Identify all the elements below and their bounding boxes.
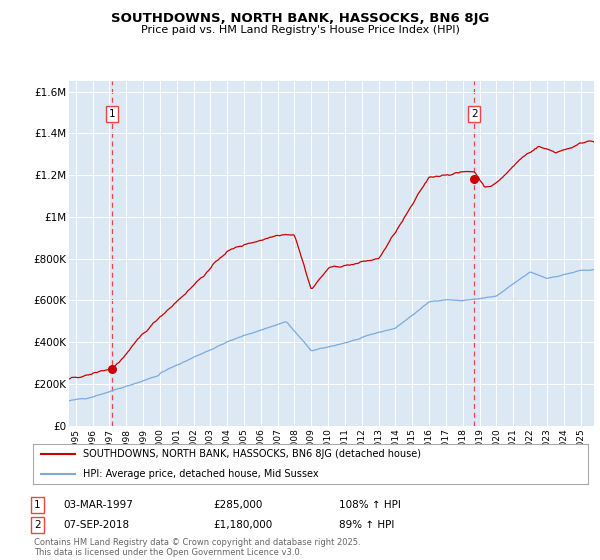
Text: HPI: Average price, detached house, Mid Sussex: HPI: Average price, detached house, Mid … [83,469,319,479]
Text: 2: 2 [471,109,478,119]
Text: 108% ↑ HPI: 108% ↑ HPI [339,500,401,510]
Text: £285,000: £285,000 [213,500,262,510]
Text: Contains HM Land Registry data © Crown copyright and database right 2025.
This d: Contains HM Land Registry data © Crown c… [34,538,361,557]
Text: 1: 1 [34,500,41,510]
Text: SOUTHDOWNS, NORTH BANK, HASSOCKS, BN6 8JG: SOUTHDOWNS, NORTH BANK, HASSOCKS, BN6 8J… [111,12,489,25]
Text: SOUTHDOWNS, NORTH BANK, HASSOCKS, BN6 8JG (detached house): SOUTHDOWNS, NORTH BANK, HASSOCKS, BN6 8J… [83,449,421,459]
Text: 07-SEP-2018: 07-SEP-2018 [63,520,129,530]
Text: 03-MAR-1997: 03-MAR-1997 [63,500,133,510]
Text: 89% ↑ HPI: 89% ↑ HPI [339,520,394,530]
Text: 1: 1 [109,109,116,119]
Text: £1,180,000: £1,180,000 [213,520,272,530]
Text: Price paid vs. HM Land Registry's House Price Index (HPI): Price paid vs. HM Land Registry's House … [140,25,460,35]
Text: 2: 2 [34,520,41,530]
